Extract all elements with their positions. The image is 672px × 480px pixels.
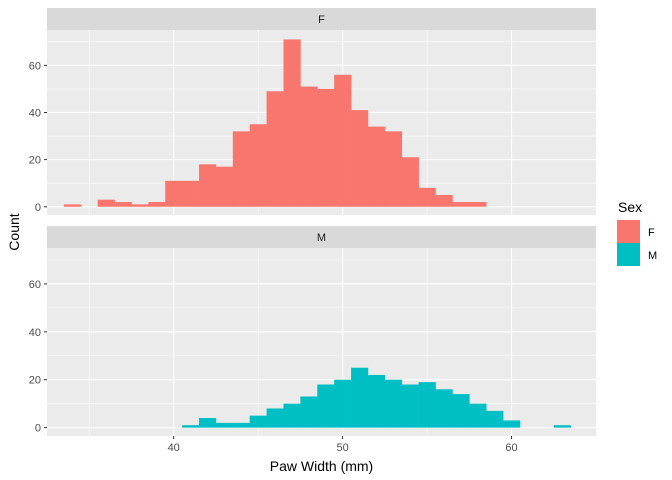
y-tick-label: 0	[35, 202, 41, 214]
histogram-bar	[131, 204, 149, 207]
histogram-bar	[232, 131, 251, 207]
y-tick-label: 20	[29, 375, 41, 387]
histogram-bar	[384, 379, 403, 428]
y-tick-label: 40	[29, 327, 41, 339]
y-tick-label: 40	[29, 107, 41, 119]
histogram-bar	[232, 422, 251, 428]
y-axis-m: 0 20 40 60	[29, 279, 47, 435]
x-axis-title: Paw Width (mm)	[270, 458, 373, 474]
x-tick-label: 40	[168, 442, 180, 454]
legend-label-f: F	[648, 227, 655, 239]
legend-title: Sex	[618, 199, 642, 215]
histogram-bar	[452, 394, 470, 428]
histogram-bar	[334, 379, 352, 428]
histogram-bar	[283, 403, 301, 428]
histogram-bar	[435, 389, 453, 428]
histogram-bar	[249, 415, 267, 428]
legend-key-m	[617, 243, 640, 266]
histogram-bar	[401, 157, 419, 207]
y-tick-label: 0	[35, 423, 41, 435]
histogram-bar	[367, 126, 386, 207]
histogram-bar	[300, 86, 318, 207]
histogram-bar	[317, 384, 335, 428]
bars-m	[182, 367, 571, 428]
x-axis: 40 50 60	[168, 436, 518, 454]
legend-label-m: M	[648, 250, 657, 262]
histogram-bar	[486, 410, 504, 428]
y-tick-label: 60	[29, 60, 41, 72]
y-tick-label: 20	[29, 155, 41, 167]
histogram-bar	[401, 384, 419, 428]
histogram-bar	[334, 74, 352, 207]
histogram-bar	[63, 204, 82, 207]
histogram-bar	[249, 124, 267, 207]
histogram-bar	[503, 420, 521, 428]
histogram-bar	[97, 199, 115, 207]
histogram-bar	[351, 367, 369, 428]
histogram-bar	[148, 202, 166, 207]
x-tick-label: 50	[336, 442, 348, 454]
strip-label-f: F	[318, 14, 325, 26]
histogram-bar	[384, 131, 403, 207]
legend-key-f	[617, 220, 640, 243]
histogram-bar	[418, 382, 436, 428]
histogram-bar	[199, 164, 217, 207]
x-tick-label: 60	[505, 442, 517, 454]
histogram-bar	[283, 39, 301, 207]
histogram-bar	[469, 202, 487, 207]
histogram-bar	[553, 425, 571, 428]
histogram-bar	[114, 202, 132, 207]
histogram-bar	[182, 425, 200, 428]
bars-f	[63, 39, 487, 207]
histogram-bar	[351, 110, 369, 207]
histogram-bar	[452, 202, 470, 207]
y-tick-label: 60	[29, 279, 41, 291]
histogram-bar	[199, 418, 217, 428]
histogram-bar	[300, 396, 318, 428]
legend: Sex F M	[617, 199, 657, 266]
histogram-bar	[266, 91, 284, 207]
strip-background-f	[47, 8, 596, 30]
y-axis-f: 0 20 40 60	[29, 60, 47, 214]
histogram-bar	[418, 187, 436, 207]
strip-label-m: M	[317, 232, 326, 244]
strip-background-m	[47, 226, 596, 248]
histogram-bar	[165, 180, 183, 207]
histogram-bar	[317, 88, 335, 207]
histogram-bar	[215, 422, 234, 428]
panel-f: F	[47, 8, 596, 215]
histogram-bar	[182, 180, 200, 207]
panel-m: M	[47, 226, 596, 436]
histogram-bar	[435, 194, 453, 207]
histogram-bar	[266, 408, 284, 428]
y-axis-title: Count	[6, 213, 22, 250]
histogram-bar	[367, 374, 386, 428]
histogram-bar	[469, 403, 487, 428]
histogram-bar	[215, 166, 234, 207]
